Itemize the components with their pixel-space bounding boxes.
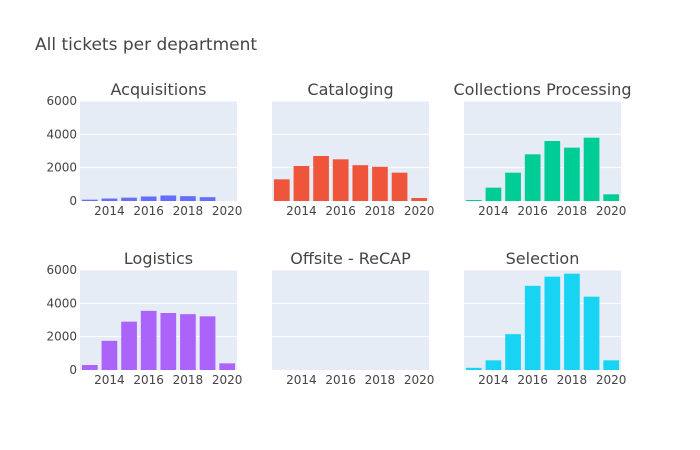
bar bbox=[411, 198, 428, 201]
x-tick-label: 2018 bbox=[173, 373, 204, 387]
x-tick-label: 2016 bbox=[517, 204, 548, 218]
y-tick-label: 4000 bbox=[46, 127, 77, 141]
subplot-1: Cataloging 2014 2016 2018 2020 bbox=[272, 80, 434, 218]
bar bbox=[332, 159, 349, 201]
x-tick-label: 2016 bbox=[133, 373, 164, 387]
bar bbox=[603, 360, 620, 370]
x-tick-label: 2014 bbox=[94, 204, 125, 218]
x-tick-label: 2016 bbox=[325, 204, 356, 218]
subplot-5: Selection 2014 2016 2018 2020 bbox=[464, 249, 626, 387]
subplot-3: Logistics 2014 2016 2018 2020 0 2000 4000 6000 bbox=[46, 249, 242, 387]
subplot-title: Cataloging bbox=[307, 80, 393, 99]
bar bbox=[160, 313, 177, 370]
y-tick-label: 4000 bbox=[46, 296, 77, 310]
x-tick-label: 2014 bbox=[478, 373, 509, 387]
bar bbox=[273, 179, 290, 201]
x-tick-label: 2018 bbox=[365, 373, 396, 387]
subplot-title: Selection bbox=[506, 249, 580, 268]
y-tick-label: 2000 bbox=[46, 161, 77, 175]
bar bbox=[564, 273, 580, 370]
subplot-title: Collections Processing bbox=[454, 80, 632, 99]
bar bbox=[199, 197, 216, 201]
bar bbox=[81, 365, 98, 370]
x-tick-label: 2014 bbox=[94, 373, 125, 387]
bar bbox=[465, 367, 482, 370]
bar bbox=[293, 166, 310, 201]
y-tick-label: 6000 bbox=[46, 263, 77, 277]
bar bbox=[101, 340, 118, 370]
bar bbox=[160, 195, 177, 201]
x-tick-label: 2018 bbox=[173, 204, 204, 218]
y-tick-label: 2000 bbox=[46, 330, 77, 344]
x-tick-label: 2020 bbox=[212, 204, 243, 218]
x-tick-label: 2018 bbox=[557, 204, 588, 218]
x-tick-label: 2020 bbox=[404, 373, 435, 387]
bar bbox=[544, 276, 561, 370]
subplot-2: Collections Processing 2014 2016 2018 2020 bbox=[454, 80, 632, 218]
y-tick-label: 6000 bbox=[46, 94, 77, 108]
bar bbox=[524, 285, 541, 370]
bar bbox=[505, 334, 521, 370]
bar bbox=[372, 166, 388, 201]
figure-title: All tickets per department bbox=[35, 35, 257, 55]
plot-area bbox=[80, 101, 237, 201]
bar bbox=[583, 296, 600, 370]
bar bbox=[524, 154, 541, 201]
x-tick-label: 2020 bbox=[212, 373, 243, 387]
x-tick-label: 2014 bbox=[478, 204, 509, 218]
y-tick-label: 0 bbox=[69, 194, 77, 208]
subplot-4: Offsite - ReCAP 2014 2016 2018 2020 bbox=[272, 249, 434, 387]
bar bbox=[81, 199, 98, 201]
x-tick-label: 2016 bbox=[517, 373, 548, 387]
x-tick-label: 2020 bbox=[596, 204, 627, 218]
bar bbox=[583, 137, 600, 201]
x-tick-label: 2016 bbox=[133, 204, 164, 218]
bar bbox=[101, 198, 118, 201]
subplot-0: Acquisitions 2014 2016 2018 2020 0 2000 4000 600… bbox=[46, 80, 242, 218]
bar bbox=[564, 147, 580, 201]
subplot-grid: Acquisitions 2014 2016 2018 2020 0 2000 4000 600… bbox=[46, 80, 631, 387]
x-tick-label: 2018 bbox=[365, 204, 396, 218]
subplot-title: Logistics bbox=[124, 249, 193, 268]
y-tick-label: 0 bbox=[69, 363, 77, 377]
bar bbox=[199, 316, 216, 370]
x-tick-label: 2018 bbox=[557, 373, 588, 387]
bar bbox=[140, 310, 157, 370]
bar bbox=[465, 200, 482, 201]
bar bbox=[121, 197, 137, 201]
x-tick-label: 2014 bbox=[286, 204, 317, 218]
bar bbox=[485, 360, 502, 370]
subplot-title: Offsite - ReCAP bbox=[290, 249, 411, 268]
x-tick-label: 2020 bbox=[596, 373, 627, 387]
x-tick-label: 2016 bbox=[325, 373, 356, 387]
bar bbox=[603, 194, 620, 201]
x-tick-label: 2014 bbox=[286, 373, 317, 387]
bar bbox=[121, 321, 137, 370]
bar bbox=[313, 156, 329, 201]
bar bbox=[505, 172, 521, 201]
bar bbox=[140, 196, 157, 201]
bar bbox=[352, 165, 369, 201]
bar bbox=[544, 141, 561, 201]
x-tick-label: 2020 bbox=[404, 204, 435, 218]
plot-area bbox=[272, 270, 429, 370]
bar bbox=[180, 314, 196, 370]
bar bbox=[485, 187, 502, 201]
bar bbox=[180, 196, 196, 201]
bar bbox=[391, 172, 408, 201]
bar bbox=[219, 363, 236, 370]
subplot-title: Acquisitions bbox=[111, 80, 207, 99]
